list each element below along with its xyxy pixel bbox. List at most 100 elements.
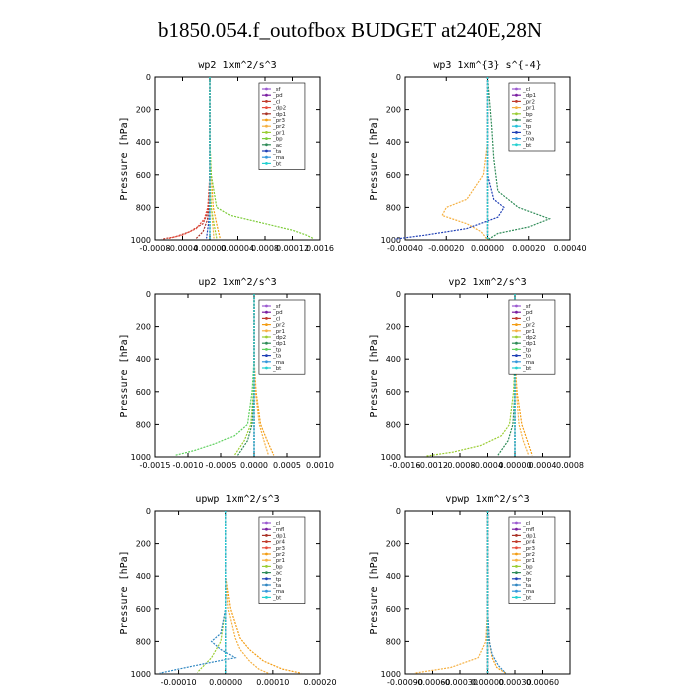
legend-marker <box>265 323 268 326</box>
legend-marker <box>265 366 268 370</box>
y-tick-label: 800 <box>386 637 401 646</box>
legend-label: _cl <box>272 316 281 322</box>
legend-marker <box>265 93 268 97</box>
plot-frame <box>154 293 321 458</box>
legend-marker <box>265 124 268 128</box>
legend-label: _bt <box>522 143 532 149</box>
legend-label: _ac <box>522 571 532 577</box>
legend-marker <box>515 546 518 550</box>
x-tick-label: -0.00010 <box>161 678 197 687</box>
y-tick-label: 200 <box>136 106 151 115</box>
legend-label: _dp1 <box>522 533 536 539</box>
plot-frame <box>154 510 321 675</box>
y-tick-label: 0 <box>146 290 151 299</box>
legend-marker <box>265 304 268 308</box>
legend-marker <box>515 552 518 556</box>
legend-label: _pr1 <box>522 106 535 112</box>
legend-marker <box>265 348 268 351</box>
x-tick-label: 0.00012 <box>276 244 309 253</box>
legend-marker <box>265 131 268 134</box>
legend-marker <box>265 317 268 320</box>
legend-label: _ac <box>522 118 532 124</box>
x-tick-label: -0.0010 <box>173 461 204 470</box>
y-tick-label: 400 <box>386 355 401 364</box>
legend-marker <box>265 558 268 562</box>
legend-label: _ta <box>522 583 531 589</box>
legend-label: _bt <box>272 595 282 601</box>
legend-marker <box>265 162 268 165</box>
y-tick-label: 400 <box>136 572 151 581</box>
panel-title: vpwp 1xm^2/s^3 <box>445 494 529 505</box>
x-tick-label: -0.0008 <box>445 461 476 470</box>
x-tick-label: 0.0010 <box>306 461 334 470</box>
legend-marker <box>265 329 268 333</box>
legend-marker <box>265 527 268 531</box>
legend-label: _dp1 <box>272 341 286 347</box>
x-tick-label: 0.00000 <box>193 244 226 253</box>
legend-marker <box>515 521 518 525</box>
x-tick-label: 0.00060 <box>526 678 559 687</box>
y-tick-label: 400 <box>136 355 151 364</box>
x-tick-label: 0.00004 <box>221 244 254 253</box>
legend-marker <box>265 112 268 116</box>
legend-label: _sf <box>272 304 282 310</box>
series-line-dp2 <box>168 77 211 239</box>
legend-label: _tp <box>272 577 282 583</box>
legend-marker <box>515 571 518 574</box>
y-tick-label: 1000 <box>381 453 401 462</box>
legend-label: _bp <box>522 564 533 570</box>
legend-marker <box>515 112 518 116</box>
series-line-ta <box>486 511 507 674</box>
legend-label: _dp1 <box>272 112 286 118</box>
legend-marker <box>515 534 518 537</box>
legend-label: _bt <box>272 161 282 167</box>
legend-label: _pr1 <box>522 329 535 335</box>
legend-label: _pr4 <box>272 540 286 546</box>
series-line-dp2 <box>425 294 516 457</box>
x-tick-label: -0.0005 <box>206 461 237 470</box>
legend-label: _pr3 <box>522 546 536 552</box>
x-tick-label: -0.00040 <box>387 244 423 253</box>
legend-label: _pr2 <box>522 323 535 329</box>
series-line-bp <box>209 77 314 239</box>
legend-label: _tp <box>272 347 282 353</box>
figure-title: b1850.054.f_outofbox BUDGET at240E,28N <box>158 18 542 42</box>
legend-marker <box>265 596 268 599</box>
y-tick-label: 800 <box>136 420 151 429</box>
x-tick-label: 0.00020 <box>512 244 545 253</box>
legend-label: _cl <box>272 99 281 105</box>
legend-marker <box>515 137 518 140</box>
legend-label: _mfl <box>522 527 535 533</box>
panel-vp2: vp2 1xm^2/s^3 Pressure [hPa] 0 200 400 600 800… <box>369 277 584 470</box>
legend-marker <box>515 317 518 320</box>
y-tick-label: 800 <box>136 203 151 212</box>
y-tick-label: 600 <box>386 388 401 397</box>
legend-label: _dp2 <box>522 335 536 341</box>
y-tick-label: 400 <box>386 138 401 147</box>
x-tick-label: 0.00020 <box>303 678 336 687</box>
legend-marker <box>515 310 518 314</box>
legend-label: _tp <box>522 124 532 130</box>
x-tick-label: -0.00020 <box>428 244 464 253</box>
series-line-ta <box>159 511 237 674</box>
legend-label: _ac <box>272 143 282 149</box>
legend-label: _sf <box>272 87 282 93</box>
y-axis-label: Pressure [hPa] <box>119 333 130 417</box>
x-tick-label: -0.0015 <box>140 461 171 470</box>
legend-marker <box>515 540 518 543</box>
series-line-pr1 <box>441 77 489 241</box>
legend-marker <box>265 360 268 364</box>
legend-label: _pd <box>272 310 283 316</box>
legend-marker <box>515 106 518 109</box>
legend-marker <box>515 87 518 91</box>
legend-label: _ma <box>272 589 284 595</box>
series-line-dp1 <box>195 77 211 239</box>
legend-label: _bt <box>522 366 532 372</box>
legend-marker <box>515 565 518 568</box>
x-tick-label: 0.00000 <box>209 678 242 687</box>
panel-title: wp2 1xm^2/s^3 <box>198 60 276 71</box>
legend-marker <box>515 360 518 364</box>
y-axis-label: Pressure [hPa] <box>119 550 130 634</box>
series-line-pr2 <box>486 511 507 674</box>
legend-label: _pr2 <box>272 124 285 130</box>
